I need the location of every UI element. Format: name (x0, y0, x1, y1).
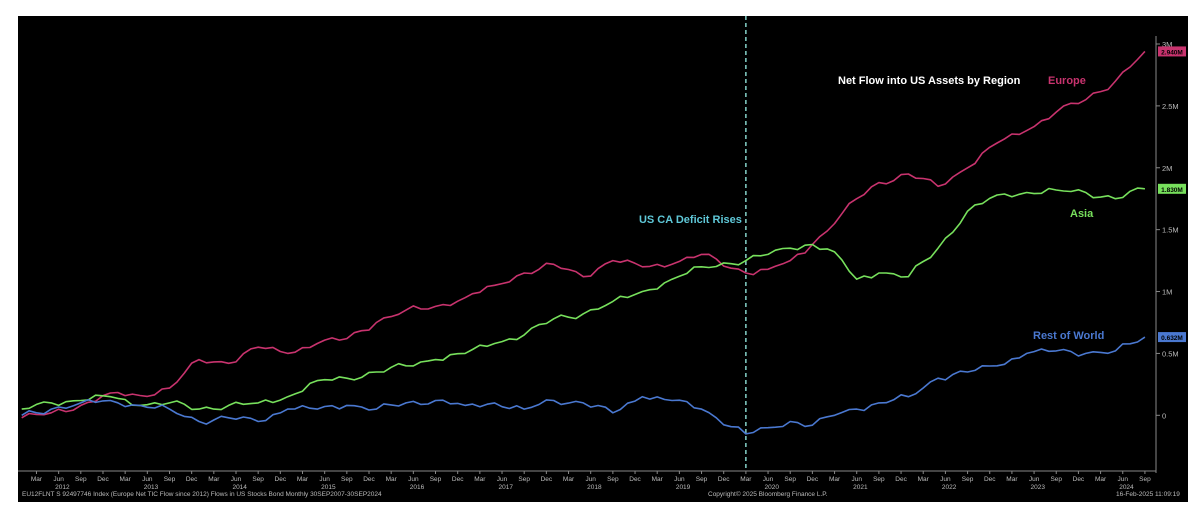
x-month-label: Mar (31, 476, 43, 483)
x-month-label: Dec (1073, 476, 1085, 483)
x-year-label: 2022 (942, 484, 957, 491)
last-value-tag (1158, 332, 1186, 343)
series-line-rest-of-world (21, 336, 1146, 435)
x-month-label: Dec (541, 476, 553, 483)
last-value-label: 1.830M (1161, 187, 1183, 194)
x-month-label: Dec (718, 476, 730, 483)
footer-source: EU12FLNT S 92497746 Index (Europe Net TI… (22, 491, 382, 498)
x-month-label: Mar (1095, 476, 1107, 483)
x-month-label: Dec (807, 476, 819, 483)
x-month-label: Mar (297, 476, 309, 483)
x-month-label: Jun (1118, 476, 1129, 483)
x-month-label: Dec (186, 476, 198, 483)
x-month-label: Jun (497, 476, 508, 483)
x-month-label: Dec (452, 476, 464, 483)
x-month-label: Mar (120, 476, 132, 483)
x-month-label: Jun (585, 476, 596, 483)
x-month-label: Mar (386, 476, 398, 483)
last-value-label: 2.940M (1161, 49, 1183, 56)
x-year-label: 2020 (765, 484, 780, 491)
x-month-label: Jun (142, 476, 153, 483)
chart-title: Net Flow into US Assets by Region (838, 75, 1021, 87)
x-month-label: Jun (1029, 476, 1040, 483)
annotation-label: US CA Deficit Rises (639, 214, 742, 226)
x-year-label: 2013 (144, 484, 159, 491)
x-year-label: 2012 (55, 484, 70, 491)
line-chart: 3M 2.5M 2M 1.5M 1M 0.5M 0 Mar Jun Sep Dec Mar Jun Sep… (18, 16, 1186, 491)
x-month-label: Sep (1139, 476, 1151, 483)
x-month-label: Sep (75, 476, 87, 483)
x-month-label: Jun (319, 476, 330, 483)
y-tick-label: 0.5M (1162, 349, 1179, 358)
x-month-label: Sep (341, 476, 353, 483)
x-year-label: 2015 (321, 484, 336, 491)
x-month-label: Jun (763, 476, 774, 483)
last-value-label: 0.632M (1161, 335, 1183, 342)
x-month-label: Mar (208, 476, 220, 483)
x-month-label: Dec (984, 476, 996, 483)
x-year-label: 2023 (1031, 484, 1046, 491)
y-tick-label: 2M (1162, 164, 1172, 173)
y-tick-label: 3M (1162, 40, 1172, 49)
x-month-label: Sep (164, 476, 176, 483)
x-month-label: Jun (851, 476, 862, 483)
x-month-label: Sep (252, 476, 264, 483)
x-year-label: 2018 (587, 484, 602, 491)
x-month-label: Sep (696, 476, 708, 483)
x-month-label: Mar (740, 476, 752, 483)
x-year-label: 2021 (853, 484, 868, 491)
x-month-label: Dec (97, 476, 109, 483)
last-value-tag (1158, 183, 1186, 194)
series-label-rest-of-world: Rest of World (1033, 330, 1104, 342)
last-value-tag (1158, 46, 1186, 57)
x-month-label: Dec (363, 476, 375, 483)
x-month-label: Mar (1006, 476, 1018, 483)
x-month-label: Mar (829, 476, 841, 483)
x-year-label: 2016 (410, 484, 425, 491)
x-year-label: 2017 (498, 484, 513, 491)
y-tick-label: 1.5M (1162, 226, 1179, 235)
x-month-label: Jun (53, 476, 64, 483)
chart-panel: 3M 2.5M 2M 1.5M 1M 0.5M 0 Mar Jun Sep Dec Mar Jun Sep… (18, 16, 1188, 502)
x-year-label: 2024 (1119, 484, 1134, 491)
x-month-label: Dec (895, 476, 907, 483)
x-month-label: Sep (518, 476, 530, 483)
x-month-label: Sep (607, 476, 619, 483)
x-month-label: Jun (674, 476, 685, 483)
x-month-label: Dec (275, 476, 287, 483)
x-month-label: Sep (1050, 476, 1062, 483)
y-tick-label: 1M (1162, 288, 1172, 297)
series-line-asia (21, 187, 1145, 411)
y-tick-label: 0 (1162, 411, 1166, 420)
x-year-label: 2014 (232, 484, 247, 491)
x-month-label: Jun (940, 476, 951, 483)
x-month-label: Mar (474, 476, 486, 483)
x-month-label: Jun (231, 476, 242, 483)
series-line-europe (21, 50, 1146, 419)
x-month-label: Sep (784, 476, 796, 483)
x-month-label: Dec (629, 476, 641, 483)
footer-copyright: Copyright© 2025 Bloomberg Finance L.P. (708, 491, 828, 498)
x-year-label: 2019 (676, 484, 691, 491)
x-month-label: Sep (962, 476, 974, 483)
x-month-label: Mar (918, 476, 930, 483)
x-month-label: Sep (873, 476, 885, 483)
x-month-label: Sep (430, 476, 442, 483)
series-label-europe: Europe (1048, 75, 1086, 87)
y-tick-label: 2.5M (1162, 102, 1179, 111)
x-month-label: Jun (408, 476, 419, 483)
footer-timestamp: 16-Feb-2025 11:09:19 (1116, 491, 1180, 498)
series-label-asia: Asia (1070, 208, 1094, 220)
x-month-label: Mar (652, 476, 664, 483)
x-month-label: Mar (563, 476, 575, 483)
